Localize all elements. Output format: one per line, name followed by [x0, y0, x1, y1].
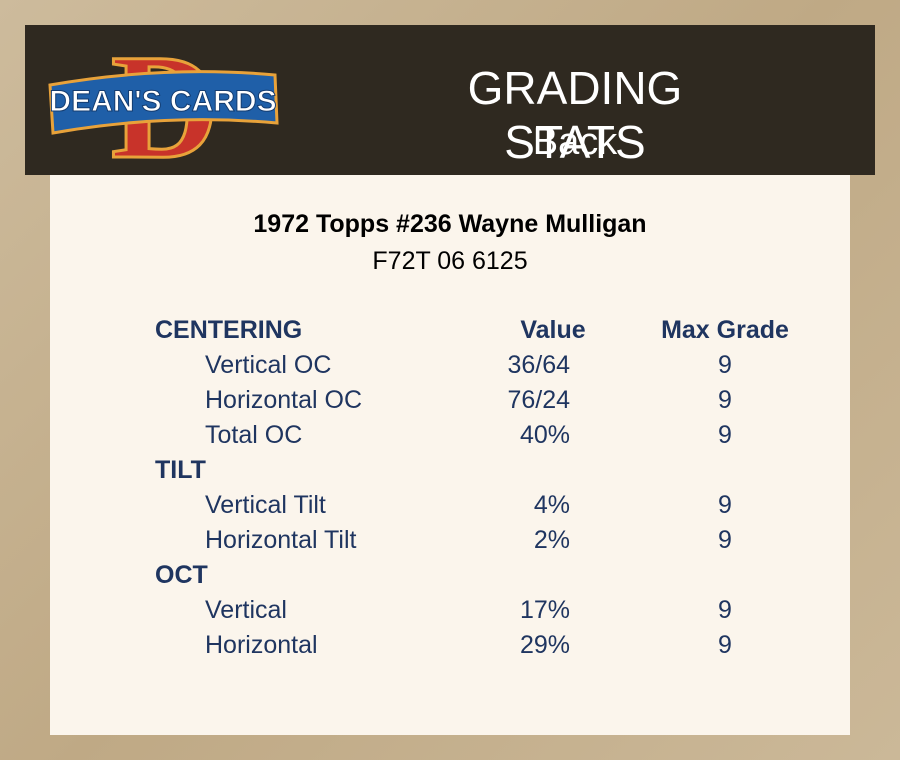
row-label: Total OC — [205, 421, 303, 449]
row-label: Horizontal OC — [205, 386, 362, 414]
subtitle: Back — [532, 121, 618, 163]
column-header: Value — [520, 316, 586, 344]
row-max-grade: 9 — [718, 351, 732, 379]
card-code: F72T 06 6125 — [372, 247, 528, 275]
section-label: CENTERING — [155, 316, 303, 344]
row-value: 40% — [519, 421, 570, 449]
row-label: Vertical — [205, 596, 287, 624]
row-value: 4% — [533, 491, 570, 519]
row-label: Horizontal — [205, 631, 318, 659]
row-value: 2% — [533, 526, 570, 554]
logo-text: DEAN'S CARDS — [49, 85, 276, 118]
logo: D DEAN'S CARDS — [48, 25, 279, 175]
logo-banner — [48, 70, 279, 135]
row-value: 76/24 — [507, 386, 570, 414]
row-max-grade: 9 — [718, 386, 732, 414]
card-name: 1972 Topps #236 Wayne Mulligan — [253, 210, 647, 238]
title: GRADING STATS — [467, 62, 683, 168]
column-header: Max Grade — [661, 316, 789, 344]
row-max-grade: 9 — [718, 421, 732, 449]
row-value: 29% — [519, 631, 570, 659]
section-label: TILT — [155, 456, 206, 484]
header: D DEAN'S CARDS GRADING STATS Back — [25, 25, 875, 175]
row-max-grade: 9 — [718, 631, 732, 659]
section-label: OCT — [155, 561, 208, 589]
row-label: Vertical Tilt — [205, 491, 326, 519]
row-label: Vertical OC — [205, 351, 332, 379]
row-max-grade: 9 — [718, 491, 732, 519]
row-value: 17% — [519, 596, 570, 624]
panel: 1972 Topps #236 Wayne Mulligan F72T 06 6… — [50, 175, 850, 735]
row-value: 36/64 — [507, 351, 570, 379]
row-max-grade: 9 — [718, 596, 732, 624]
row-label: Horizontal Tilt — [205, 526, 357, 554]
row-max-grade: 9 — [718, 526, 732, 554]
